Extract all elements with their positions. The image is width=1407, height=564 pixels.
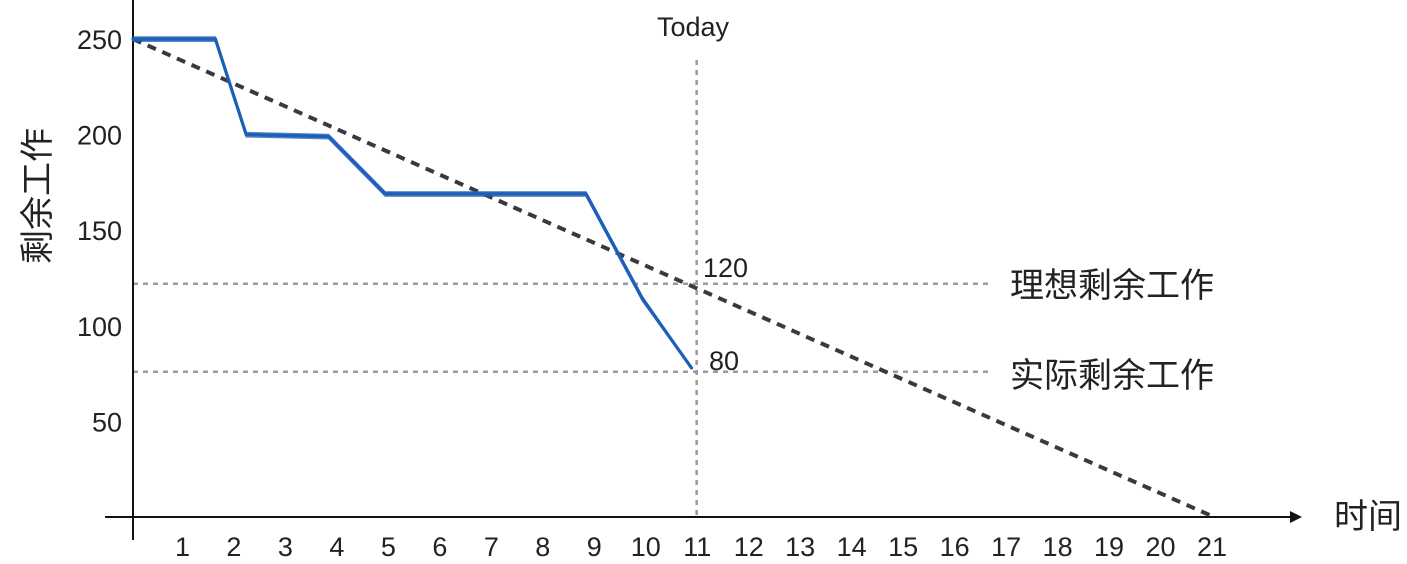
annotations: 剩余工作 时间 Today 120 80 理想剩余工作 实际剩余工作 (19, 12, 1402, 536)
reference-lines (133, 60, 988, 517)
x-tick-label: 12 (734, 532, 764, 562)
x-tick-label: 16 (940, 532, 970, 562)
x-tick-label: 18 (1043, 532, 1073, 562)
x-tick-label: 19 (1094, 532, 1124, 562)
axes (105, 0, 1302, 540)
y-tick-label: 50 (92, 407, 122, 437)
series (131, 36, 1215, 519)
x-tick-label: 10 (631, 532, 661, 562)
x-tick-label: 2 (226, 532, 241, 562)
actual-line-stroke (133, 39, 693, 369)
x-tick-label: 11 (683, 532, 711, 562)
actual-line-stroke (132, 36, 693, 369)
actual-line-stroke (132, 40, 693, 370)
x-tick-label: 15 (888, 532, 918, 562)
ideal-line (132, 37, 1215, 519)
y-tick-label: 100 (77, 312, 122, 342)
x-tick-label: 1 (175, 532, 190, 562)
legend-actual-label: 实际剩余工作 (1010, 357, 1214, 395)
x-tick-label: 4 (329, 532, 344, 562)
actual-line-stroke (131, 37, 692, 369)
x-tick-label: 3 (278, 532, 293, 562)
y-tick-label: 200 (77, 121, 122, 151)
x-tick-label: 6 (432, 532, 447, 562)
x-axis-label: 时间 (1334, 498, 1402, 536)
y-tick-label: 150 (77, 216, 122, 246)
tick-labels: 1 2 3 4 5 6 7 8 9 10 11 12 13 14 15 16 17 18 19 20 215010015… (77, 25, 1227, 562)
x-tick-label: 8 (535, 532, 550, 562)
x-tick-label: 14 (837, 532, 867, 562)
x-tick-label: 5 (381, 532, 396, 562)
x-tick-label: 13 (785, 532, 815, 562)
actual-line (131, 37, 694, 370)
x-tick-label: 7 (484, 532, 499, 562)
x-tick-label: 21 (1197, 532, 1227, 562)
x-tick-label: 9 (587, 532, 602, 562)
today-label: Today (657, 12, 730, 42)
y-axis-label: 剩余工作 (19, 128, 57, 264)
reference-label-120: 120 (703, 253, 748, 283)
x-axis-arrow-icon (1290, 511, 1302, 523)
x-tick-label: 17 (991, 532, 1021, 562)
y-tick-label: 250 (77, 25, 122, 55)
reference-label-80: 80 (709, 346, 739, 376)
legend-ideal-label: 理想剩余工作 (1010, 267, 1214, 305)
x-tick-label: 20 (1146, 532, 1176, 562)
